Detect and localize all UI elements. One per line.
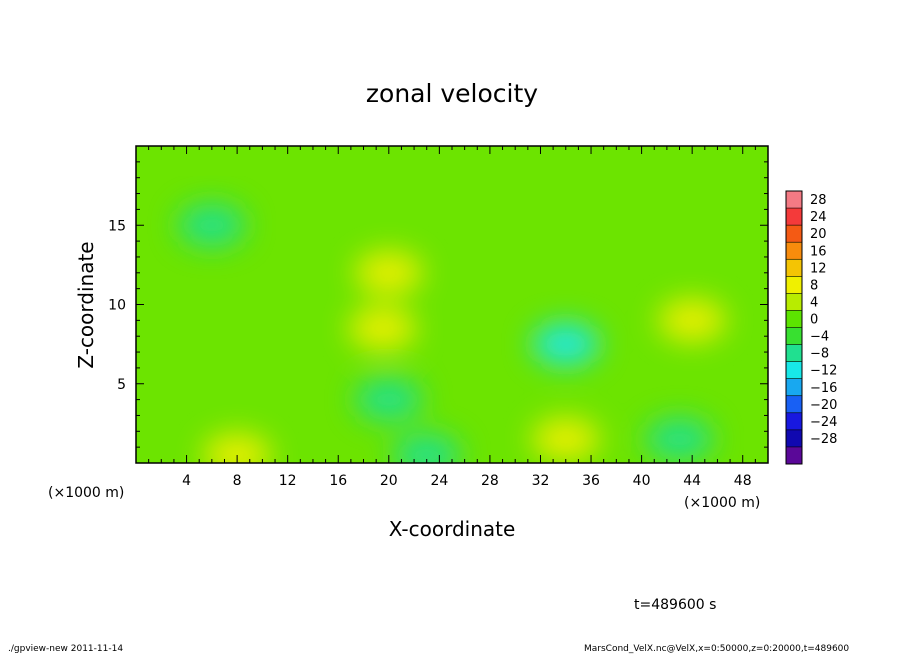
colorbar-segment: [786, 446, 802, 465]
colorbar-segment: [786, 344, 802, 363]
x-tick-label: 20: [380, 473, 398, 489]
x-tick-label: 36: [582, 473, 600, 489]
colorbar-label: −20: [810, 398, 837, 413]
colorbar-segment: [786, 276, 802, 294]
colorbar-segment: [786, 412, 802, 431]
colorbar-segment: [786, 378, 802, 397]
colorbar-segment: [786, 429, 802, 448]
colorbar-label: −16: [810, 381, 837, 396]
x-tick-label: 40: [633, 473, 651, 489]
colorbar-segment: [786, 293, 802, 311]
colorbar-segment: [786, 208, 802, 226]
chart-title: zonal velocity: [366, 79, 538, 108]
x-tick-label: 44: [683, 473, 701, 489]
field-feature: [354, 377, 423, 422]
field-feature: [531, 322, 600, 367]
y-axis-label: Z-coordinate: [74, 241, 98, 368]
colorbar-segment: [786, 310, 802, 328]
colorbar-label: 16: [810, 244, 827, 259]
colorbar-segment: [786, 225, 802, 243]
colorbar-label: −12: [810, 364, 837, 379]
colorbar-label: −4: [810, 330, 829, 345]
colorbar-segment: [786, 242, 802, 260]
colorbar-label: 20: [810, 227, 827, 242]
y-tick-label: 5: [117, 377, 126, 393]
colorbar-label: 0: [810, 313, 818, 328]
colorbar-label: −8: [810, 347, 829, 362]
colorbar-label: 8: [810, 278, 818, 293]
colorbar-segment: [786, 361, 802, 380]
velocity-field: [177, 203, 727, 463]
y-tick-label: 15: [108, 218, 126, 234]
x-tick-label: 4: [182, 473, 191, 489]
colorbar-segment: [786, 395, 802, 414]
plot-background: [136, 146, 768, 463]
footer-left: ./gpview-new 2011-11-14: [8, 644, 123, 654]
colorbar-label: 28: [810, 193, 827, 208]
time-label: t=489600 s: [634, 597, 716, 613]
x-tick-label: 28: [481, 473, 499, 489]
field-feature: [658, 298, 727, 343]
y-tick-label: 10: [108, 298, 126, 314]
x-tick-label: 12: [279, 473, 297, 489]
field-feature: [392, 433, 461, 463]
x-tick-label: 16: [329, 473, 347, 489]
footer-right: MarsCond_VelX.nc@VelX,x=0:50000,z=0:2000…: [584, 644, 849, 654]
x-tick-label: 32: [532, 473, 550, 489]
colorbar-label: −24: [810, 415, 837, 430]
field-feature: [203, 433, 272, 463]
colorbar-label: 4: [810, 295, 818, 310]
x-unit-left: (×1000 m): [48, 485, 124, 501]
x-axis-label: X-coordinate: [389, 517, 516, 541]
colorbar-label: −28: [810, 432, 837, 447]
x-tick-label: 8: [233, 473, 242, 489]
field-feature: [177, 203, 246, 248]
x-axis: 4 8 12 16 20 24 28 32 36 40 44 48: [148, 146, 756, 489]
x-tick-label: 48: [734, 473, 752, 489]
x-unit-right: (×1000 m): [684, 495, 760, 511]
field-feature: [348, 306, 417, 351]
colorbar-segment: [786, 327, 802, 346]
colorbar-label: 24: [810, 210, 827, 225]
colorbar-segment: [786, 191, 802, 209]
field-feature: [354, 250, 423, 295]
y-axis: 5 10 15: [108, 161, 768, 448]
field-feature: [645, 417, 714, 462]
colorbar: 28 24 20 16 12 8 4 0 −4 −8 −12 −16 −20 −24 −28: [785, 190, 837, 465]
colorbar-label: 12: [810, 261, 827, 276]
colorbar-segment: [786, 259, 802, 277]
x-tick-label: 24: [430, 473, 448, 489]
field-feature: [531, 417, 600, 462]
